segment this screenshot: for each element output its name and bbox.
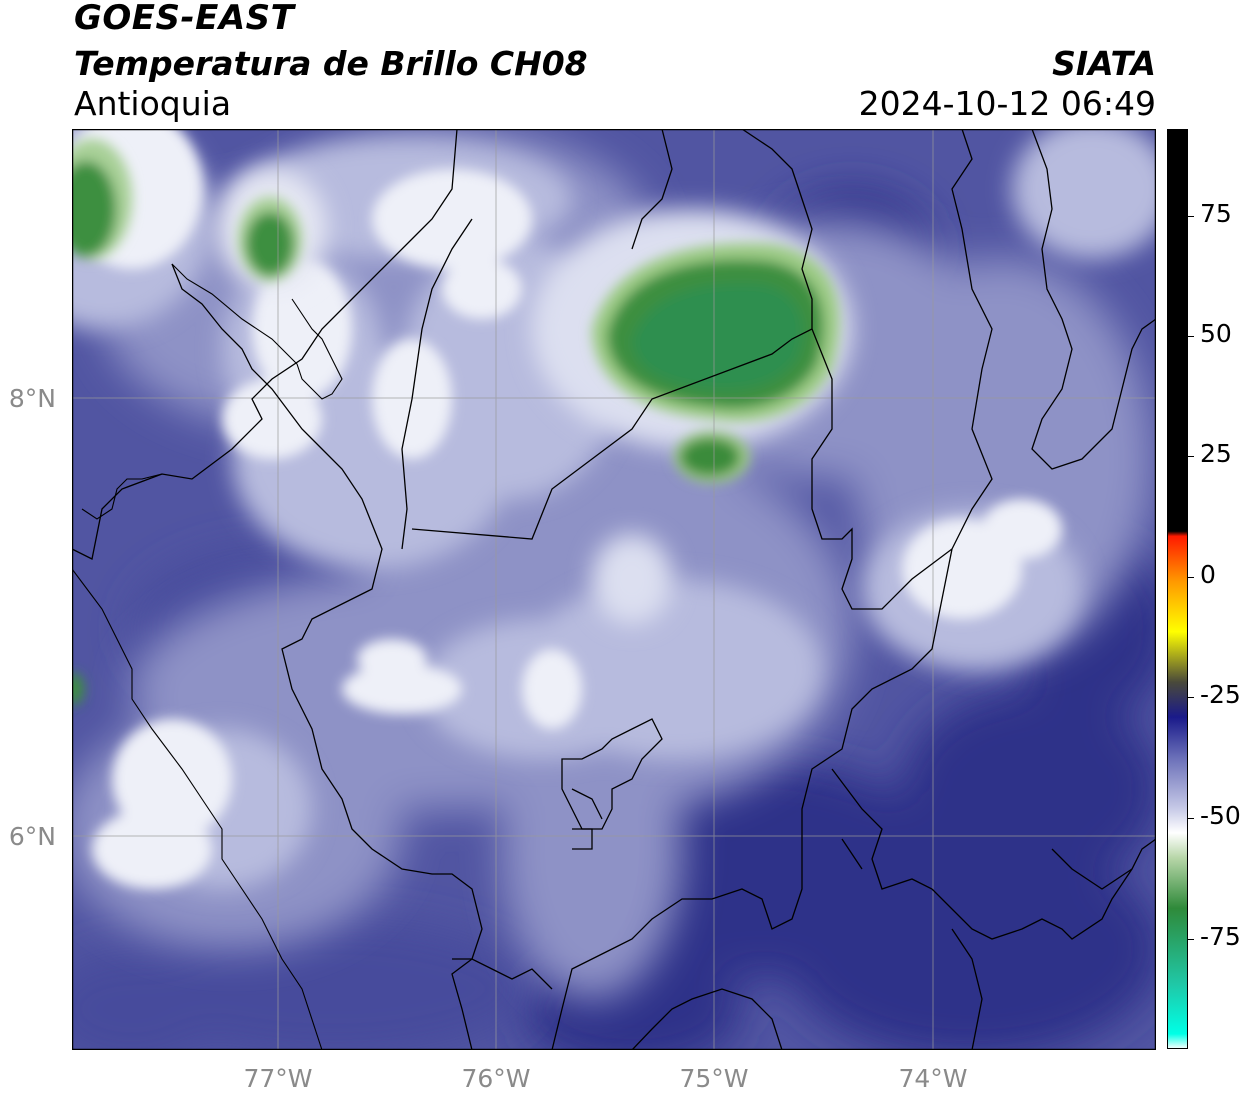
colorbar-label-0: 0	[1200, 560, 1216, 589]
longitude-label-74w: 74°W	[898, 1064, 968, 1093]
latitude-label-6n: 6°N	[8, 822, 56, 851]
longitude-label-76w: 76°W	[461, 1064, 531, 1093]
colorbar-tick	[1188, 577, 1194, 578]
region-label: Antioquia	[74, 84, 232, 123]
political-borders	[72, 129, 1156, 1050]
colorbar-tick	[1188, 336, 1194, 337]
convective-core-green	[72, 139, 840, 705]
colorbar-label-50: 50	[1200, 319, 1232, 348]
satellite-title: GOES-EAST	[74, 0, 295, 38]
coastline	[72, 263, 343, 1050]
colorbar-label-neg50: -50	[1200, 801, 1241, 830]
latitude-label-8n: 8°N	[8, 384, 56, 413]
colorbar-tick	[1188, 939, 1194, 940]
colorbar-label-75: 75	[1200, 199, 1232, 228]
colorbar-label-neg25: -25	[1200, 680, 1241, 709]
temperature-colorbar	[1167, 129, 1188, 1049]
product-title: Temperatura de Brillo CH08	[74, 44, 588, 83]
timestamp-label: 2024-10-12 06:49	[858, 84, 1156, 123]
colorbar-tick	[1188, 456, 1194, 457]
longitude-label-77w: 77°W	[243, 1064, 313, 1093]
colorbar-gradient	[1167, 129, 1188, 1049]
brightness-temperature-map	[72, 129, 1156, 1050]
colorbar-tick	[1188, 818, 1194, 819]
colorbar-label-neg75: -75	[1200, 922, 1241, 951]
gridlines	[72, 129, 1156, 1050]
colorbar-tick	[1188, 216, 1194, 217]
colorbar-tick	[1188, 697, 1194, 698]
organization-label: SIATA	[1052, 44, 1156, 83]
longitude-label-75w: 75°W	[679, 1064, 749, 1093]
colorbar-label-25: 25	[1200, 439, 1232, 468]
